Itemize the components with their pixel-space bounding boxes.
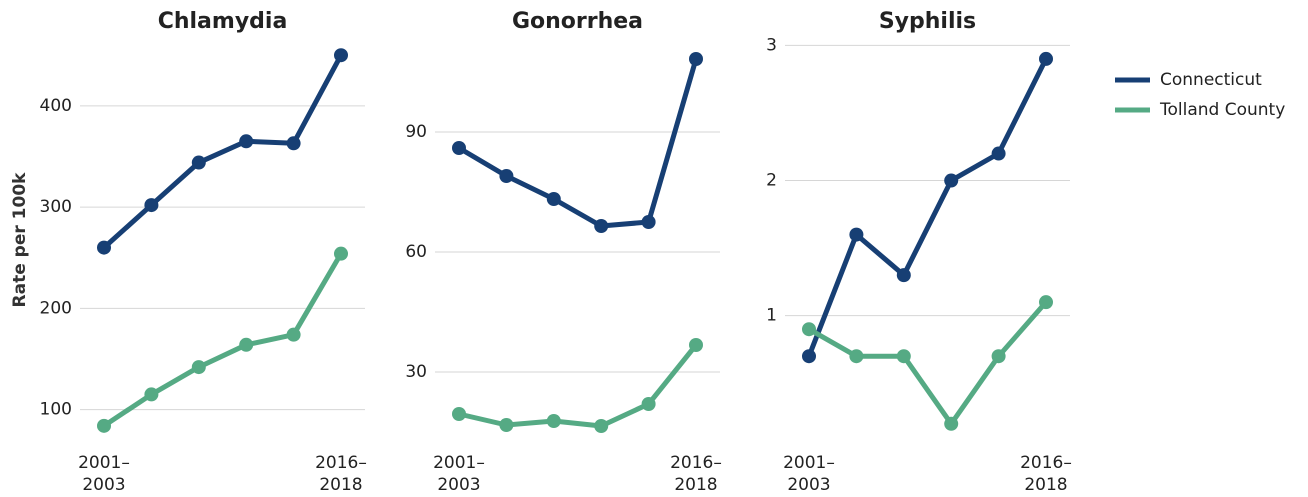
x-tick-label: 2016–2018	[315, 453, 367, 495]
data-point	[97, 418, 111, 433]
y-tick-label: 100	[40, 400, 72, 420]
data-point	[944, 173, 959, 188]
data-point	[802, 349, 816, 364]
data-point	[944, 416, 959, 431]
data-point	[896, 349, 911, 364]
data-point	[144, 387, 159, 402]
data-point	[896, 268, 911, 283]
series-line	[807, 300, 1048, 427]
data-point	[239, 134, 254, 149]
x-tick-label: 2016–2018	[670, 453, 722, 495]
data-point	[689, 52, 703, 66]
data-point	[334, 246, 348, 261]
data-point	[802, 322, 816, 337]
y-axis-label: Rate per 100k	[10, 172, 30, 308]
data-point	[499, 418, 514, 432]
data-point	[97, 240, 111, 255]
data-point	[452, 141, 466, 155]
data-point	[191, 360, 206, 375]
data-point	[594, 419, 609, 433]
data-point	[546, 414, 561, 428]
chart-title: Chlamydia	[158, 9, 288, 34]
x-tick-label: 2016–2018	[1020, 453, 1072, 495]
y-tick-label: 3	[766, 35, 777, 55]
data-point	[286, 327, 301, 342]
data-point	[991, 349, 1006, 364]
x-tick-label: 2001–2003	[783, 453, 835, 495]
y-tick-label: 30	[405, 362, 427, 382]
chart-title: Gonorrhea	[512, 9, 643, 34]
chart-title: Syphilis	[879, 9, 976, 34]
y-tick-label: 200	[40, 298, 72, 318]
data-point	[594, 219, 609, 233]
data-point	[499, 169, 514, 183]
series-line	[102, 252, 344, 428]
data-point	[1039, 51, 1053, 66]
series-line	[806, 57, 1049, 358]
y-tick-label: 60	[405, 242, 427, 262]
series-line	[102, 54, 344, 250]
x-tick-label: 2001–2003	[78, 453, 130, 495]
data-point	[991, 146, 1006, 161]
data-point	[1039, 295, 1053, 310]
y-tick-label: 2	[766, 171, 777, 191]
data-point	[239, 337, 254, 352]
legend-label: Connecticut	[1160, 70, 1262, 90]
series-line	[457, 58, 699, 229]
data-point	[689, 338, 703, 352]
data-point	[191, 155, 206, 170]
data-point	[452, 407, 466, 421]
y-tick-label: 90	[405, 122, 427, 142]
data-point	[849, 349, 864, 364]
data-point	[546, 192, 561, 206]
data-point	[641, 215, 656, 229]
y-tick-label: 300	[40, 197, 72, 217]
y-tick-label: 400	[40, 96, 72, 116]
y-tick-label: 1	[766, 306, 777, 326]
legend-label: Tolland County	[1159, 100, 1285, 120]
x-tick-label: 2001–2003	[433, 453, 485, 495]
data-point	[286, 136, 301, 151]
series-line	[458, 343, 698, 429]
data-point	[144, 198, 159, 213]
data-point	[849, 227, 864, 242]
data-point	[641, 397, 656, 411]
data-point	[334, 48, 348, 63]
